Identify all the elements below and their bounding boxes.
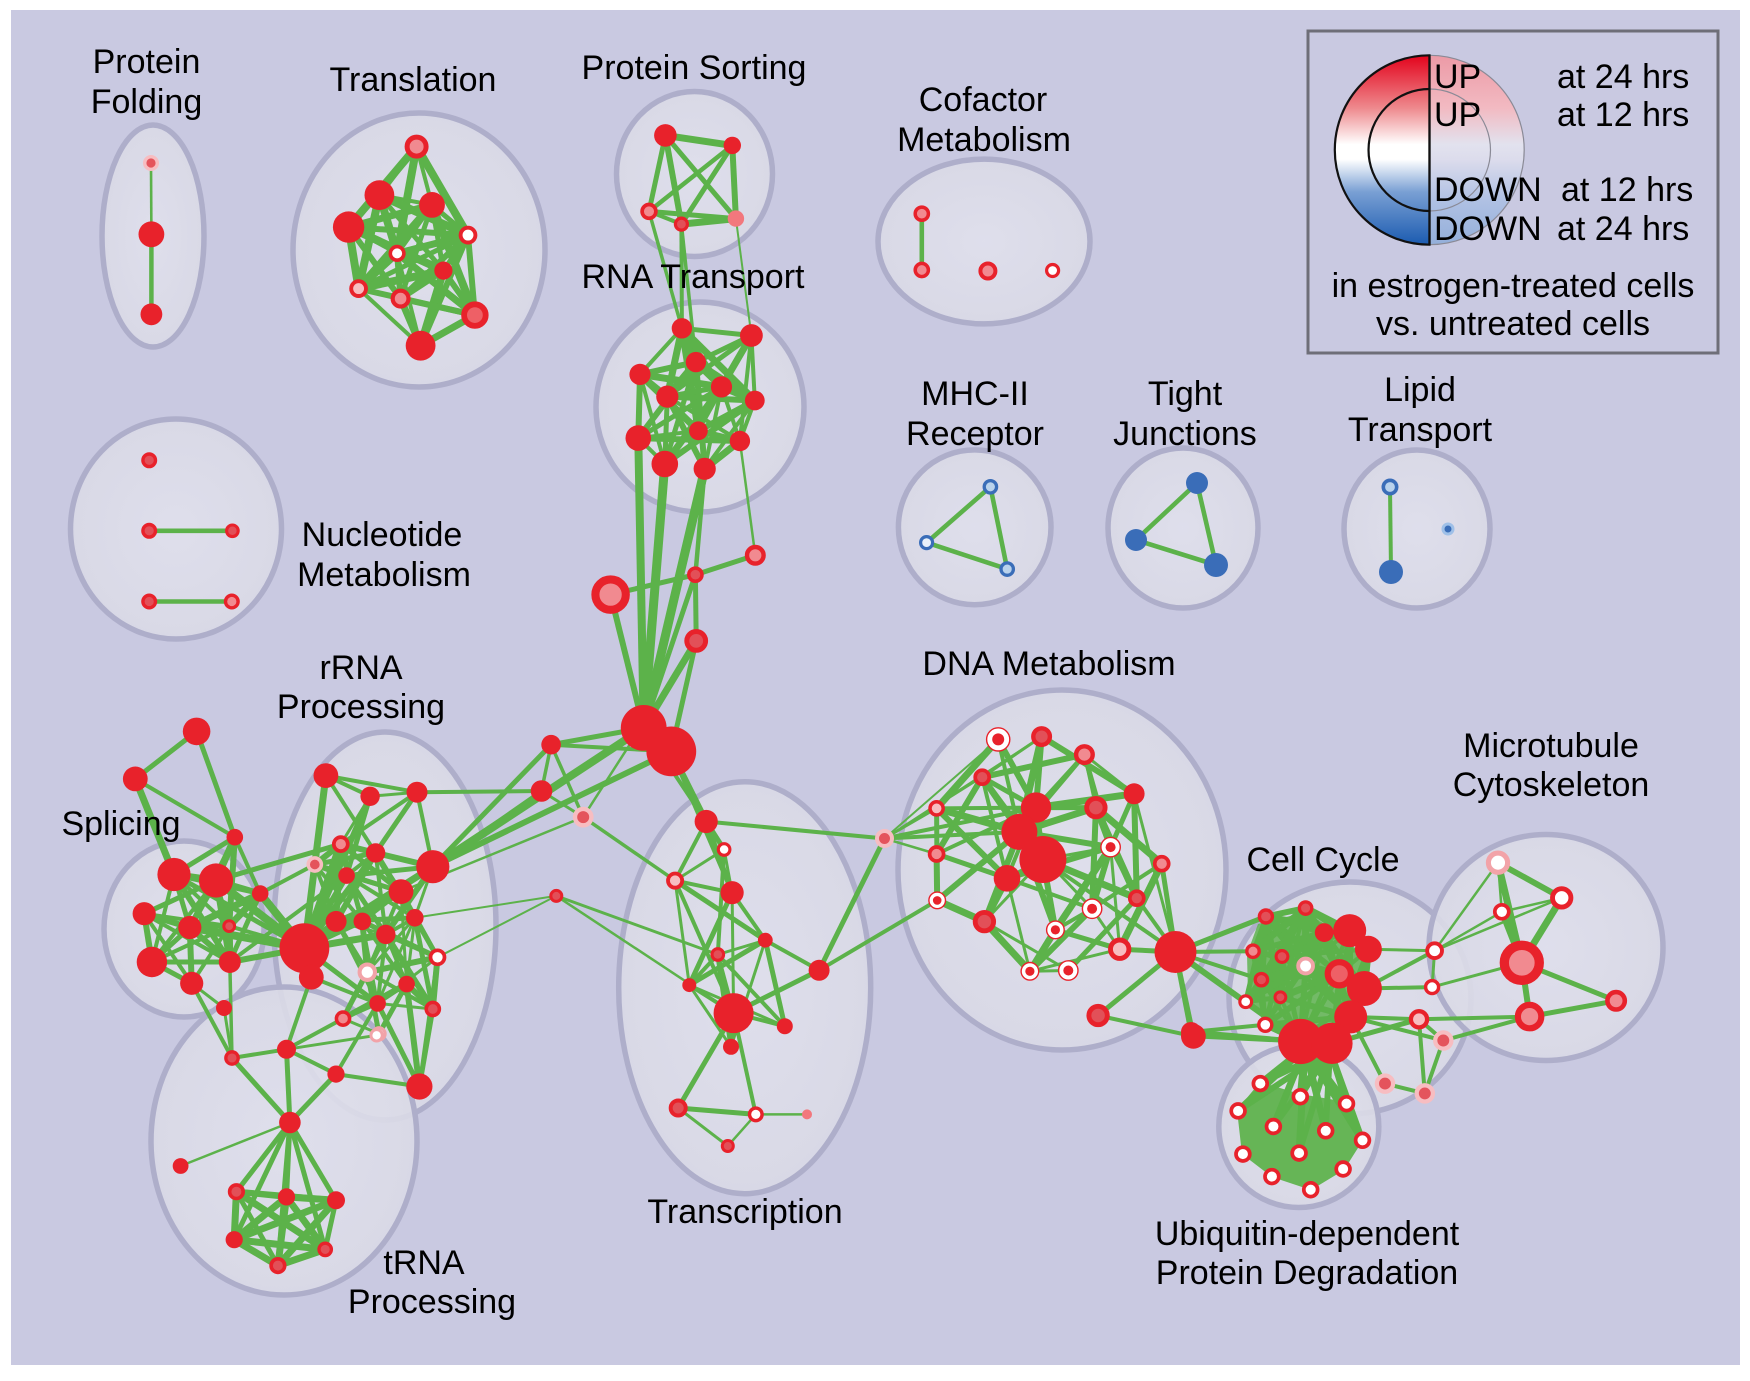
svg-text:Nucleotide: Nucleotide: [302, 516, 463, 554]
svg-text:DOWN: DOWN: [1434, 210, 1542, 248]
svg-text:Protein: Protein: [93, 43, 201, 81]
svg-text:Transcription: Transcription: [647, 1193, 842, 1231]
svg-text:Cell Cycle: Cell Cycle: [1246, 841, 1399, 879]
svg-text:Cofactor: Cofactor: [919, 81, 1048, 119]
svg-text:Microtubule: Microtubule: [1463, 727, 1639, 765]
svg-text:vs. untreated cells: vs. untreated cells: [1376, 305, 1650, 343]
svg-text:Lipid: Lipid: [1384, 371, 1456, 409]
svg-text:Ubiquitin-dependent: Ubiquitin-dependent: [1155, 1215, 1460, 1253]
svg-text:tRNA: tRNA: [383, 1244, 465, 1282]
svg-text:UP: UP: [1434, 96, 1481, 134]
svg-text:DNA Metabolism: DNA Metabolism: [922, 645, 1175, 683]
svg-text:Tight: Tight: [1148, 375, 1223, 413]
svg-text:RNA Transport: RNA Transport: [582, 258, 806, 296]
svg-text:at 12 hrs: at 12 hrs: [1561, 171, 1693, 209]
svg-text:Translation: Translation: [330, 61, 497, 99]
svg-text:at 24 hrs: at 24 hrs: [1557, 58, 1689, 96]
svg-text:Processing: Processing: [348, 1283, 516, 1321]
svg-text:DOWN: DOWN: [1434, 171, 1542, 209]
svg-text:Protein Degradation: Protein Degradation: [1156, 1254, 1458, 1292]
svg-text:Transport: Transport: [1348, 411, 1493, 449]
svg-text:MHC-II: MHC-II: [921, 375, 1029, 413]
svg-text:rRNA: rRNA: [319, 649, 402, 687]
svg-text:UP: UP: [1434, 58, 1481, 96]
svg-text:Cytoskeleton: Cytoskeleton: [1453, 766, 1650, 804]
svg-text:Processing: Processing: [277, 688, 445, 726]
svg-text:Metabolism: Metabolism: [897, 121, 1071, 159]
svg-text:Protein Sorting: Protein Sorting: [582, 49, 807, 87]
svg-text:Receptor: Receptor: [906, 415, 1044, 453]
svg-text:at 12 hrs: at 12 hrs: [1557, 96, 1689, 134]
svg-text:Junctions: Junctions: [1113, 415, 1257, 453]
svg-text:Splicing: Splicing: [61, 805, 180, 843]
svg-text:Folding: Folding: [91, 83, 203, 121]
svg-text:in estrogen-treated cells: in estrogen-treated cells: [1332, 267, 1695, 305]
svg-text:at 24 hrs: at 24 hrs: [1557, 210, 1689, 248]
svg-text:Metabolism: Metabolism: [297, 556, 471, 594]
